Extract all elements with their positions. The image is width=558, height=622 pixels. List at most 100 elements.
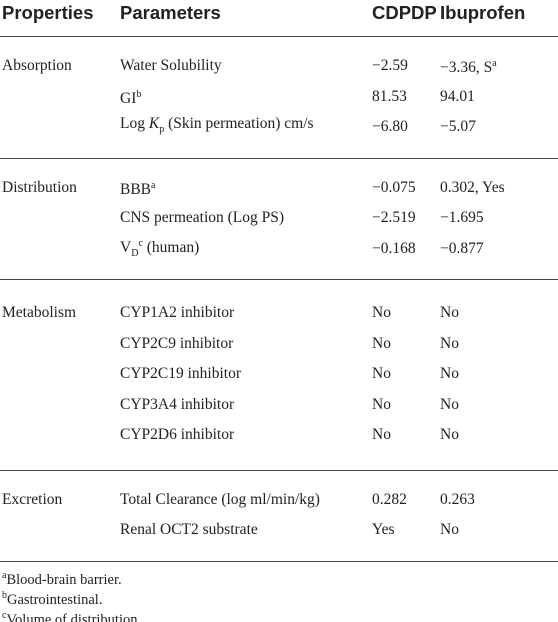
text-part: c — [138, 237, 143, 249]
text-part: (Skin permeation) cm/s — [164, 115, 314, 132]
parameter-cell: CNS permeation (Log PS) — [120, 208, 284, 228]
text-part: (human) — [142, 238, 200, 256]
ibuprofen-cell: No — [440, 425, 459, 445]
text-part: Gastrointestinal. — [7, 591, 103, 608]
ibuprofen-cell: 0.302, Yes — [440, 178, 505, 198]
text-part: 0.282 — [372, 490, 407, 508]
rule-line — [0, 469, 558, 471]
cdpdp-cell: −6.80 — [372, 117, 408, 137]
text-part: No — [440, 334, 459, 352]
ibuprofen-cell: 0.263 — [440, 490, 475, 510]
text-part: Total Clearance (log ml/min/kg) — [120, 490, 320, 508]
text-part: −0.168 — [372, 239, 416, 257]
cdpdp-cell: Yes — [372, 520, 395, 540]
text-part: No — [372, 426, 391, 443]
text-part: −5.07 — [440, 118, 476, 135]
text-part: No — [372, 304, 391, 321]
text-part: CYP2C19 inhibitor — [120, 365, 242, 382]
ibuprofen-cell: −1.695 — [440, 208, 484, 228]
ibuprofen-cell: −5.07 — [440, 117, 476, 137]
parameter-cell: BBBa — [120, 176, 155, 200]
parameter-cell: VDc (human) — [120, 234, 199, 264]
cdpdp-cell: No — [372, 425, 391, 445]
footnote: bGastrointestinal. — [2, 586, 102, 610]
parameter-cell: Log Kp (Skin permeation) cm/s — [120, 114, 314, 140]
ibuprofen-cell: −0.877 — [440, 239, 484, 259]
text-part: 81.53 — [372, 87, 407, 105]
parameter-cell: Water Solubility — [120, 56, 222, 76]
header-cell: Properties — [2, 2, 94, 23]
text-part: b — [136, 88, 142, 100]
header-cell: Parameters — [120, 2, 221, 23]
property-cell: Distribution — [2, 178, 77, 196]
text-part: 94.01 — [440, 87, 475, 105]
property-cell: Excretion — [2, 490, 63, 508]
ibuprofen-cell: No — [440, 364, 459, 384]
ibuprofen-cell: No — [440, 520, 459, 540]
cdpdp-cell: No — [372, 395, 391, 415]
text-part: −1.695 — [440, 209, 484, 226]
footnote: aBlood-brain barrier. — [2, 566, 122, 590]
cdpdp-cell: −0.168 — [372, 239, 416, 259]
property-cell: Metabolism — [2, 304, 77, 321]
text-part: −2.519 — [372, 209, 416, 226]
cdpdp-cell: 81.53 — [372, 87, 407, 107]
text-part: K — [148, 115, 160, 132]
cdpdp-cell: 0.282 — [372, 490, 407, 510]
ibuprofen-cell: No — [440, 334, 459, 354]
text-part: c — [2, 609, 7, 621]
text-part: No — [440, 426, 459, 443]
text-part: Log — [120, 115, 149, 132]
ibuprofen-cell: −3.36, Sa — [440, 54, 497, 78]
text-part: 0.263 — [440, 490, 475, 508]
parameter-cell: CYP3A4 inhibitor — [120, 395, 234, 415]
text-part: Water Solubility — [120, 57, 222, 74]
text-part: No — [440, 521, 459, 538]
ibuprofen-cell: No — [440, 303, 459, 323]
parameter-cell: CYP2C9 inhibitor — [120, 334, 233, 354]
text-part: No — [372, 365, 391, 382]
text-part: No — [440, 365, 459, 382]
footnote: cVolume of distribution. — [2, 606, 141, 622]
parameter-cell: Renal OCT2 substrate — [120, 520, 258, 540]
header-cell: CDPDP — [372, 2, 437, 23]
text-part: CYP2D6 inhibitor — [120, 426, 235, 443]
text-part: p — [159, 124, 165, 135]
text-part: a — [151, 179, 156, 191]
cdpdp-cell: −0.075 — [372, 178, 416, 198]
text-part: CNS permeation (Log PS) — [120, 209, 285, 226]
cdpdp-cell: −2.59 — [372, 56, 408, 76]
text-part: No — [372, 334, 391, 352]
text-part: 0.302, Yes — [440, 178, 505, 196]
rule-line — [0, 157, 558, 159]
parameter-cell: CYP2D6 inhibitor — [120, 425, 234, 445]
text-part: −6.80 — [372, 118, 408, 135]
text-part: −0.075 — [372, 178, 416, 196]
text-part: CYP3A4 inhibitor — [120, 395, 235, 413]
cdpdp-cell: No — [372, 303, 391, 323]
text-part: Yes — [372, 521, 395, 538]
text-part: a — [2, 569, 7, 581]
parameter-cell: CYP1A2 inhibitor — [120, 303, 234, 323]
cdpdp-cell: No — [372, 364, 391, 384]
property-cell: Absorption — [2, 57, 72, 74]
text-part: −0.877 — [440, 239, 484, 257]
text-part: No — [372, 395, 391, 413]
text-part: −2.59 — [372, 57, 408, 74]
parameter-cell: GIb — [120, 85, 141, 109]
text-part: GI — [120, 89, 137, 107]
header-cell: Ibuprofen — [440, 2, 526, 23]
text-part: a — [492, 58, 497, 69]
rule-line — [0, 560, 558, 562]
text-part: V — [120, 238, 132, 256]
ibuprofen-cell: No — [440, 395, 459, 415]
text-part: BBB — [120, 180, 152, 198]
text-part: −3.36, S — [440, 59, 493, 76]
text-part: Renal OCT2 substrate — [120, 521, 258, 538]
text-part: CYP2C9 inhibitor — [120, 334, 234, 352]
cdpdp-cell: −2.519 — [372, 208, 416, 228]
text-part: D — [131, 247, 139, 259]
text-part: No — [440, 395, 459, 413]
rule-line — [0, 279, 558, 280]
